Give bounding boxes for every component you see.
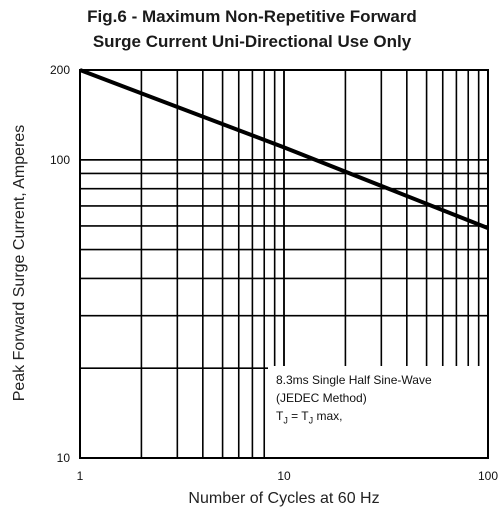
y-axis-label: Peak Forward Surge Current, Amperes — [11, 124, 28, 402]
y-tick-label: 200 — [50, 63, 70, 77]
tick-labels: 1 10 100 10 100 200 — [50, 63, 498, 483]
x-tick-label: 10 — [277, 469, 291, 483]
x-axis-label: Number of Cycles at 60 Hz — [188, 490, 380, 507]
annotation-text: 8.3ms Single Half Sine-Wave (JEDEC Metho… — [276, 371, 432, 429]
annotation-line-2: (JEDEC Method) — [276, 391, 367, 405]
y-tick-label: 100 — [50, 153, 70, 167]
x-tick-label: 1 — [77, 469, 84, 483]
annotation-line-1: 8.3ms Single Half Sine-Wave — [276, 373, 432, 387]
chart-title: Fig.6 - Maximum Non-Repetitive Forward — [87, 7, 417, 26]
chart-subtitle: Surge Current Uni-Directional Use Only — [92, 32, 412, 51]
x-tick-label: 100 — [478, 469, 498, 483]
plot-frame — [79, 69, 489, 459]
y-tick-label: 10 — [57, 451, 71, 465]
annotation-line-3: TJ = TJ max, — [276, 409, 343, 426]
series-line — [79, 68, 489, 230]
annotation-box — [268, 366, 487, 457]
